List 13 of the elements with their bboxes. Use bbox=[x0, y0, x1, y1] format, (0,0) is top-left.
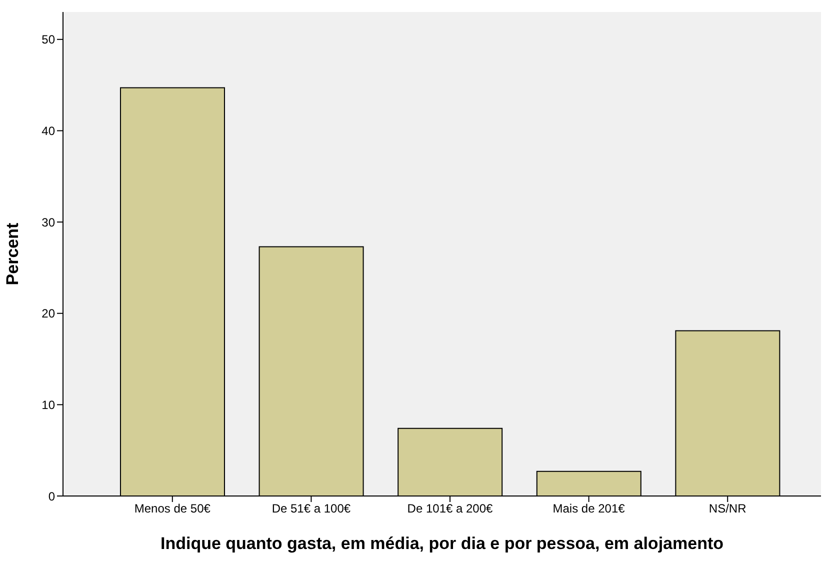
y-tick-label: 0 bbox=[48, 489, 56, 504]
x-tick-label: NS/NR bbox=[708, 502, 747, 516]
y-tick-label: 20 bbox=[42, 306, 56, 321]
x-tick-label: Mais de 201€ bbox=[552, 502, 626, 516]
y-tick-label: 10 bbox=[42, 398, 56, 412]
x-tick-label: De 51€ a 100€ bbox=[272, 502, 351, 516]
x-tick-label: Menos de 50€ bbox=[134, 502, 211, 516]
y-tick-label: 50 bbox=[42, 32, 56, 47]
y-tick-label: 30 bbox=[42, 215, 56, 230]
x-axis-title: Indique quanto gasta, em média, por dia e por pessoa, em alojamento bbox=[160, 534, 724, 553]
y-tick-label: 40 bbox=[42, 124, 56, 138]
x-tick-label: De 101€ a 200€ bbox=[407, 502, 494, 516]
y-axis-title: Percent bbox=[3, 222, 22, 286]
